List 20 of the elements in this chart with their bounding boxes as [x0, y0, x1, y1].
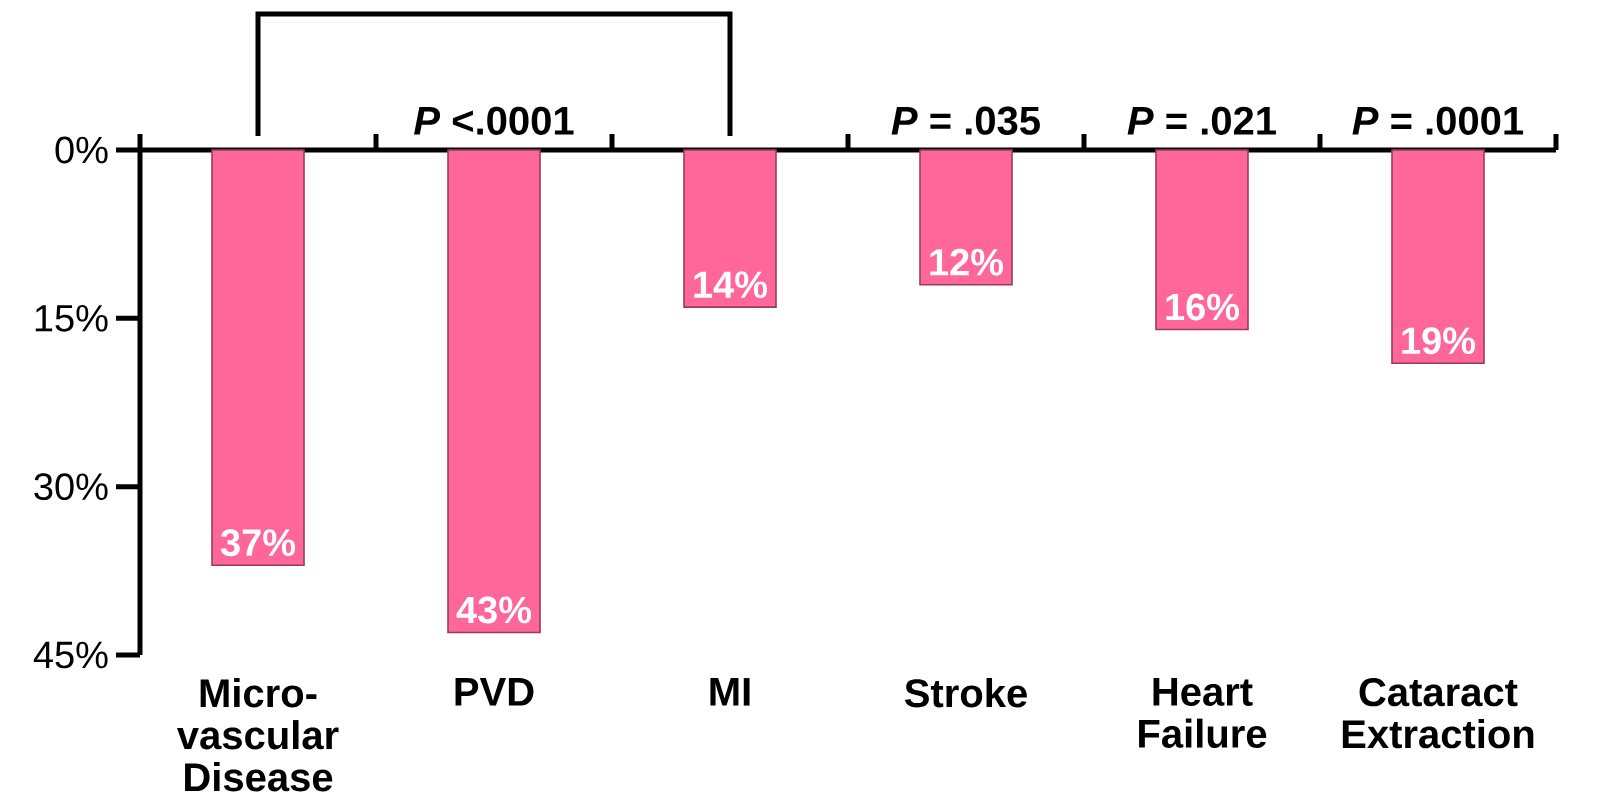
annotation: P <.0001: [414, 106, 574, 135]
y-tick-label: 45%: [33, 641, 108, 669]
x-tick-label: Stroke: [904, 678, 1027, 708]
x-tick-label: Heart Failure: [1139, 678, 1267, 748]
y-tick-label: 15%: [35, 304, 108, 332]
data-label: 16%: [1166, 293, 1239, 321]
x-tick-label: Micro-vascular Disease: [176, 678, 339, 792]
x-tick-label: Cataract Extraction: [1342, 678, 1534, 749]
y-tick-label: 30%: [34, 473, 108, 501]
y-tick-label: 0%: [55, 136, 108, 164]
data-label: 19%: [1402, 327, 1475, 355]
annotation: P = .0001: [1352, 106, 1524, 135]
annotation: P = .021: [1127, 106, 1276, 135]
data-label: 43%: [456, 596, 532, 624]
x-tick-label: PVD: [455, 678, 534, 706]
x-tick-label: MI: [710, 678, 750, 706]
data-label: 12%: [930, 248, 1004, 276]
data-label: 14%: [694, 271, 768, 299]
annotation: P = .035: [891, 106, 1040, 135]
data-label: 37%: [220, 529, 296, 557]
